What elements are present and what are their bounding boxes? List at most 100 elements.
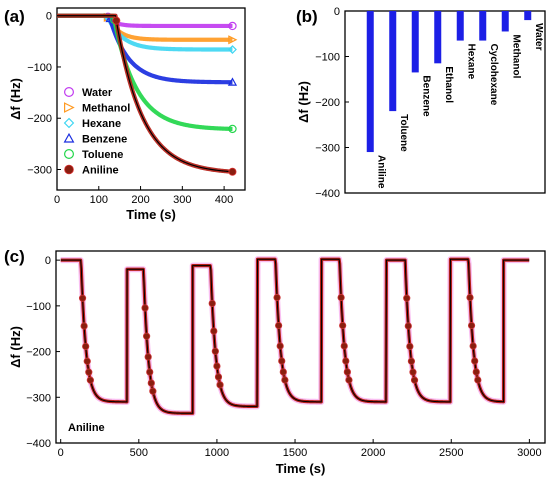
panel-b-bar [389, 11, 397, 112]
panel-a-series-marker [228, 21, 237, 31]
panel-b-bar [479, 11, 487, 41]
panel-b-bar [366, 11, 374, 153]
panel-a-y-tick-label: −300 [27, 164, 52, 176]
panel-b-y-tick-label: −100 [315, 52, 340, 64]
panel-c-data-marker [143, 332, 151, 340]
panel-b-y-tick-label: −300 [315, 143, 340, 155]
panel-c-data-marker [281, 376, 289, 384]
panel-c-y-axis-title: Δf (Hz) [8, 326, 23, 368]
panel-c-x-tick-label: 2000 [361, 447, 385, 459]
panel-c-data-marker [80, 322, 88, 330]
panel-c-data-marker [471, 357, 479, 365]
panel-a-x-tick-label: 100 [90, 194, 108, 206]
panel-c-data-marker [278, 357, 286, 365]
panel-c-data-marker [339, 321, 347, 330]
panel-b-bar [501, 11, 509, 32]
panel-c-data-marker [345, 376, 353, 384]
panel-b-bar-label: Ethanol [443, 66, 454, 103]
panel-c-data-marker [337, 293, 345, 302]
panel-a-legend-marker [63, 117, 75, 129]
panel-b-y-tick-label: −400 [315, 188, 340, 200]
panel-c-data-marker [82, 342, 90, 350]
panel-a-x-tick-label: 400 [215, 194, 233, 206]
panel-c-x-tick-label: 3000 [517, 447, 541, 459]
panel-c-data-marker [141, 304, 149, 312]
panel-c-data-marker [404, 322, 412, 330]
panel-b-bar-label: Cyclohexane [488, 44, 499, 106]
panel-c-annotation: Aniline [68, 422, 105, 434]
panel-a-legend-marker [63, 102, 75, 113]
panel-b-bars: Aniline Toluene Benzene Ethanol Hexane Cycloh… [366, 11, 544, 189]
panel-a-series-marker [228, 167, 237, 176]
panel-a-x-tick-label: 200 [131, 194, 149, 206]
panel-a-series [55, 12, 238, 176]
panel-b-bar [456, 11, 464, 41]
panel-b-bar [411, 11, 419, 73]
panel-c-data-marker [86, 376, 94, 384]
panel-c-data-marker [342, 357, 350, 365]
panel-a-series-marker [228, 124, 237, 134]
panel-a-legend-label: Hexane [82, 118, 121, 130]
panel-c-data-marker [466, 293, 474, 302]
panel-a-legend-marker [63, 149, 74, 160]
panel-b-label: (b) [296, 7, 318, 26]
panel-c-series-fit-line [60, 258, 530, 414]
panel-c-data-marker [340, 342, 348, 350]
panel-a-x-tick-label: 300 [173, 194, 191, 206]
panel-c-x-tick-label: 1000 [205, 447, 229, 459]
panel-c-y-tick-label: −400 [26, 438, 51, 450]
panel-c-axes: 0 500 1000 1500 2000 2500 3000 0 −100 −200 −300 −40… [26, 255, 541, 459]
panel-c-x-tick-label: 2500 [439, 447, 463, 459]
panel-a-legend-label: Water [82, 87, 113, 99]
panel-c-data-marker [210, 327, 218, 335]
panel-c-data-marker [406, 342, 414, 350]
panel-a-legend: Water Methanol Hexane Benzene Toluene Aniline [63, 86, 130, 177]
panel-c-data-marker [208, 299, 216, 308]
panel-a-series-fit-line [57, 15, 233, 173]
panel-c-data-marker [276, 342, 284, 350]
panel-a-plot-area [56, 7, 246, 191]
panel-c: (c) 0 500 1000 1500 2000 2500 3000 0 −100 −200 −30… [4, 247, 546, 476]
panel-c-y-tick-label: −100 [26, 301, 51, 313]
panel-a-series-marker [228, 45, 237, 54]
panel-c-series [58, 256, 532, 417]
panel-c-data-marker [275, 321, 283, 330]
panel-b-y-tick-label: −200 [315, 97, 340, 109]
panel-a-legend-marker [63, 86, 74, 97]
panel-c-y-tick-label: 0 [45, 255, 51, 267]
panel-a-label: (a) [4, 7, 25, 26]
panel-c-data-marker [78, 294, 87, 302]
panel-c-series-line [59, 257, 531, 415]
panel-a-series-marker [227, 77, 238, 86]
panel-c-y-tick-label: −300 [26, 392, 51, 404]
panel-c-plot-area [55, 250, 546, 444]
panel-c-data-marker [343, 368, 351, 376]
panel-c-data-marker [273, 293, 281, 302]
panel-a-x-axis-title: Time (s) [126, 207, 176, 222]
panel-c-data-marker [410, 376, 419, 384]
panel-c-data-marker [149, 387, 157, 395]
panel-c-data-marker [146, 368, 154, 376]
panel-c-data-marker [279, 368, 287, 376]
panel-b-bar-label: Toluene [398, 114, 409, 152]
panel-c-data-marker [469, 342, 477, 350]
panel-b: (b) 0 −100 −200 −300 −400 Aniline Toluene Benz… [296, 6, 546, 200]
panel-b-bar [434, 11, 442, 64]
panel-b-bar-label: Hexane [465, 44, 476, 80]
panel-a-legend-label: Methanol [82, 103, 130, 115]
panel-a-legend-label: Aniline [82, 165, 119, 177]
panel-b-bar [524, 11, 532, 21]
panel-c-data-marker [467, 321, 476, 330]
panel-c-data-marker [144, 353, 152, 361]
panel-a-y-tick-label: −100 [27, 62, 52, 74]
panel-c-data-marker [214, 373, 223, 381]
panel-a-x-tick-label: 0 [54, 194, 60, 206]
panel-c-data-marker [403, 294, 411, 302]
panel-a-series-marker [228, 35, 238, 45]
panel-c-data-marker [474, 376, 482, 384]
panel-c-data-marker [147, 379, 155, 387]
panel-a-series-line [55, 13, 234, 52]
panel-c-series-glow [58, 256, 532, 417]
panel-b-bar-label: Water [533, 23, 544, 51]
